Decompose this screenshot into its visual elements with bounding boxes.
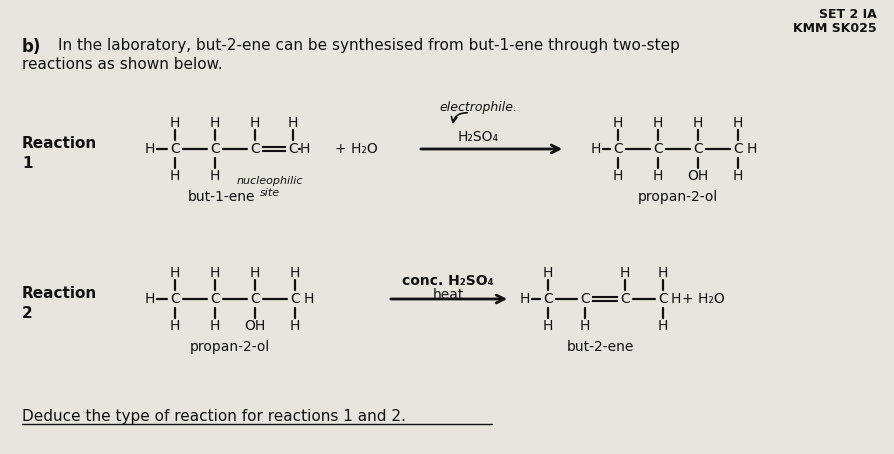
Text: H₂SO₄: H₂SO₄ (457, 130, 498, 144)
Text: H: H (209, 319, 220, 333)
Text: H: H (145, 142, 155, 156)
Text: H: H (170, 116, 180, 130)
Text: OH: OH (687, 169, 708, 183)
Text: H: H (620, 266, 629, 280)
Text: C: C (290, 292, 299, 306)
Text: H: H (209, 266, 220, 280)
Text: b): b) (22, 38, 41, 56)
Text: 1: 1 (22, 157, 32, 172)
Text: H: H (170, 169, 180, 183)
Text: OH: OH (244, 319, 266, 333)
Text: H: H (657, 319, 668, 333)
Text: H: H (746, 142, 756, 156)
Text: site: site (259, 188, 280, 198)
Text: H: H (288, 116, 298, 130)
Text: H: H (170, 319, 180, 333)
Text: H: H (542, 266, 552, 280)
Text: H: H (249, 266, 260, 280)
Text: H: H (299, 142, 310, 156)
Text: reactions as shown below.: reactions as shown below. (22, 57, 223, 72)
Text: C: C (288, 142, 298, 156)
Text: + H₂O: + H₂O (681, 292, 724, 306)
Text: C: C (210, 142, 220, 156)
Text: conc. H₂SO₄: conc. H₂SO₄ (401, 274, 493, 288)
Text: C: C (249, 142, 259, 156)
Text: Reaction: Reaction (22, 137, 97, 152)
Text: but-2-ene: but-2-ene (566, 340, 633, 354)
Text: H: H (732, 169, 742, 183)
Text: H: H (732, 116, 742, 130)
Text: heat: heat (432, 288, 463, 302)
Text: C: C (732, 142, 742, 156)
Text: C: C (543, 292, 552, 306)
Text: H: H (209, 169, 220, 183)
Text: propan-2-ol: propan-2-ol (190, 340, 270, 354)
Text: H: H (657, 266, 668, 280)
Text: H: H (579, 319, 589, 333)
Text: C: C (657, 292, 667, 306)
Text: C: C (692, 142, 702, 156)
Text: C: C (612, 142, 622, 156)
Text: H: H (692, 116, 703, 130)
Text: H: H (612, 116, 622, 130)
Text: H: H (145, 292, 155, 306)
Text: H: H (652, 169, 662, 183)
Text: electrophile.: electrophile. (439, 100, 517, 114)
Text: C: C (170, 292, 180, 306)
Text: H: H (652, 116, 662, 130)
Text: Deduce the type of reaction for reactions 1 and 2.: Deduce the type of reaction for reaction… (22, 409, 405, 424)
Text: C: C (579, 292, 589, 306)
Text: C: C (210, 292, 220, 306)
Text: H: H (290, 266, 299, 280)
Text: but-1-ene: but-1-ene (188, 190, 256, 204)
Text: H: H (590, 142, 601, 156)
Text: H: H (612, 169, 622, 183)
Text: Reaction: Reaction (22, 286, 97, 301)
Text: H: H (519, 292, 529, 306)
Text: KMM SK025: KMM SK025 (792, 22, 876, 35)
Text: C: C (620, 292, 629, 306)
Text: nucleophilic: nucleophilic (237, 176, 303, 186)
Text: + H₂O: + H₂O (334, 142, 377, 156)
Text: H: H (209, 116, 220, 130)
Text: H: H (542, 319, 552, 333)
Text: H: H (304, 292, 314, 306)
Text: C: C (653, 142, 662, 156)
Text: H: H (170, 266, 180, 280)
Text: In the laboratory, but-2-ene can be synthesised from but-1-ene through two-step: In the laboratory, but-2-ene can be synt… (58, 38, 679, 53)
Text: propan-2-ol: propan-2-ol (637, 190, 717, 204)
Text: C: C (170, 142, 180, 156)
Text: H: H (670, 292, 680, 306)
Text: SET 2 IA: SET 2 IA (818, 8, 876, 21)
Text: C: C (249, 292, 259, 306)
Text: 2: 2 (22, 306, 33, 321)
Text: H: H (290, 319, 299, 333)
Text: H: H (249, 116, 260, 130)
